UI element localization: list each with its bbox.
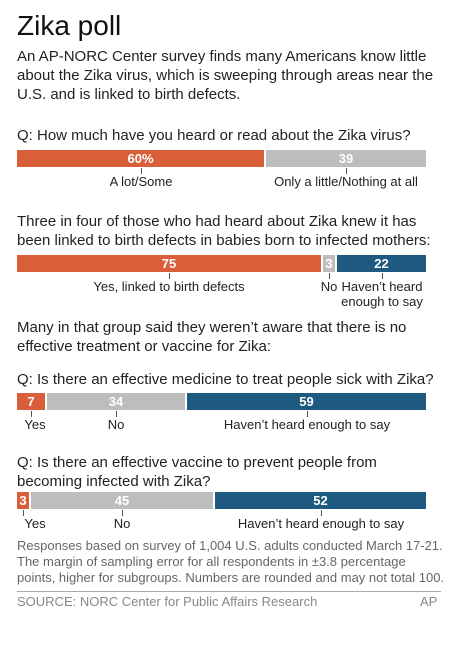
source-credit: SOURCE: NORC Center for Public Affairs R… bbox=[17, 594, 318, 609]
chart-3-tick-1 bbox=[31, 411, 32, 417]
chart-1-label-2: Only a little/Nothing at all bbox=[274, 174, 418, 189]
chart-2-label-1: Yes, linked to birth defects bbox=[93, 279, 245, 294]
chart-3-label-2: No bbox=[107, 417, 125, 432]
chart-2-segment-1: 75 bbox=[17, 255, 321, 272]
chart-2-tick-1 bbox=[169, 273, 170, 279]
chart-2-label-3: Haven’t heard enough to say bbox=[341, 279, 423, 309]
chart-2-label-2: No bbox=[320, 279, 338, 294]
chart-4-label-3: Haven’t heard enough to say bbox=[237, 516, 405, 531]
page-title: Zika poll bbox=[17, 10, 122, 41]
chart-4-segment-2: 45 bbox=[31, 492, 213, 509]
chart-4-segment-3: 52 bbox=[215, 492, 426, 509]
chart-3-bar: 7 34 59 bbox=[17, 393, 426, 410]
chart-3-tick-2 bbox=[116, 411, 117, 417]
chart-2-segment-3: 22 bbox=[337, 255, 426, 272]
chart-4-label-1: Yes bbox=[24, 516, 46, 531]
chart-3-label-3: Haven’t heard enough to say bbox=[223, 417, 391, 432]
chart-3-label-1: Yes bbox=[24, 417, 46, 432]
chart-1-question: Q: How much have you heard or read about… bbox=[17, 127, 411, 144]
chart-4-label-2: No bbox=[113, 516, 131, 531]
chart-4-tick-3 bbox=[321, 510, 322, 516]
ap-credit: AP bbox=[420, 594, 438, 609]
chart-1-segment-1: 60% bbox=[17, 150, 264, 167]
chart-1-label-1: A lot/Some bbox=[109, 174, 173, 189]
subtitle: An AP-NORC Center survey finds many Amer… bbox=[17, 48, 434, 103]
chart-4-question: Q: Is there an effective vaccine to prev… bbox=[17, 454, 377, 490]
chart-2-segment-2: 3 bbox=[323, 255, 335, 272]
chart-4-tick-1 bbox=[23, 510, 24, 516]
chart-2-bar: 75 3 22 bbox=[17, 255, 426, 272]
chart-1-tick-2 bbox=[346, 168, 347, 174]
chart-1-bar: 60% 39 bbox=[17, 150, 426, 167]
footnote: Responses based on survey of 1,004 U.S. … bbox=[17, 538, 445, 585]
chart-4-segment-1: 3 bbox=[17, 492, 29, 509]
chart-3-segment-2: 34 bbox=[47, 393, 185, 410]
chart-3-question: Q: Is there an effective medicine to tre… bbox=[17, 371, 434, 388]
intro-text: Many in that group said they weren’t awa… bbox=[17, 319, 407, 355]
divider bbox=[17, 591, 441, 592]
chart-4-bar: 3 45 52 bbox=[17, 492, 426, 509]
chart-4-tick-2 bbox=[122, 510, 123, 516]
chart-1-segment-2: 39 bbox=[266, 150, 426, 167]
chart-1-tick-1 bbox=[141, 168, 142, 174]
chart-3-segment-1: 7 bbox=[17, 393, 45, 410]
chart-3-segment-3: 59 bbox=[187, 393, 426, 410]
chart-2-question: Three in four of those who had heard abo… bbox=[17, 213, 431, 249]
chart-2-tick-2 bbox=[329, 273, 330, 279]
chart-3-tick-3 bbox=[307, 411, 308, 417]
chart-2-tick-3 bbox=[382, 273, 383, 279]
